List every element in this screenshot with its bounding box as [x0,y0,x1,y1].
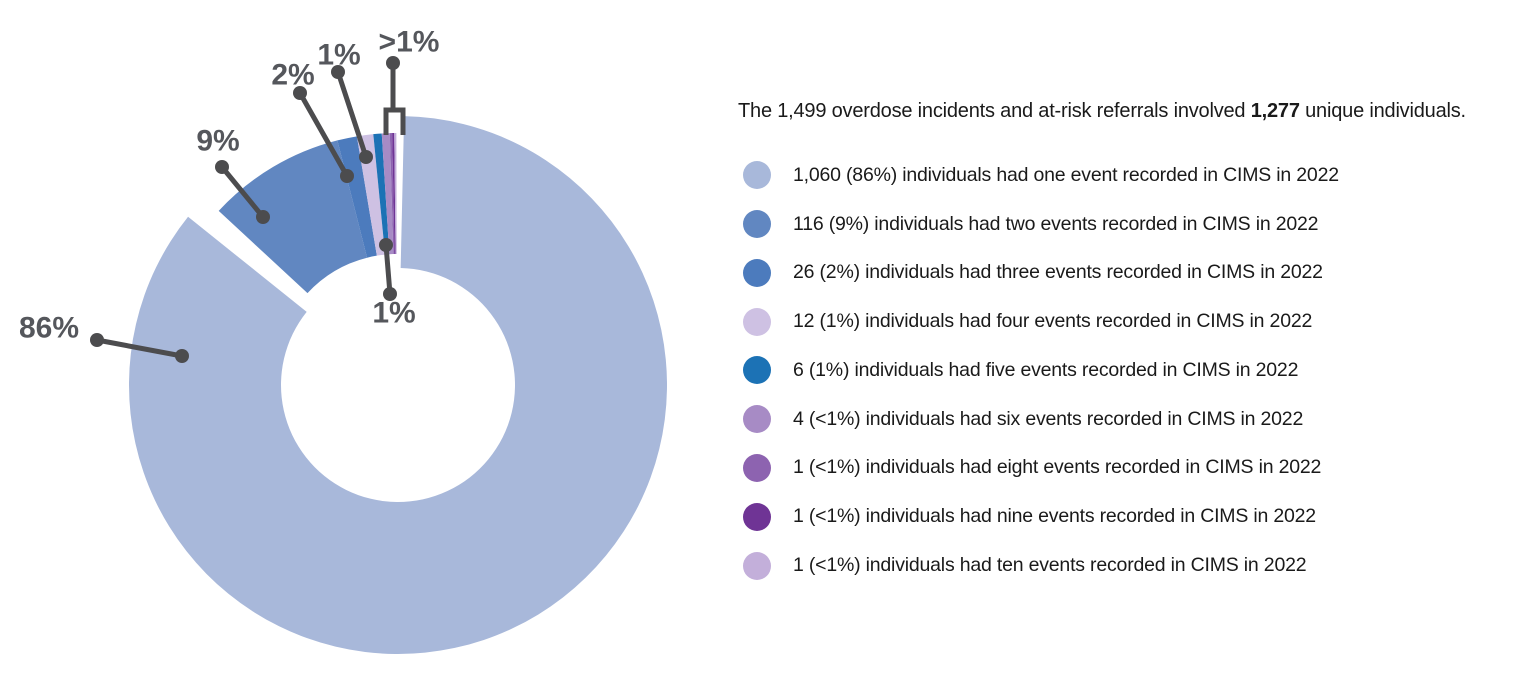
legend-dot-four-events [743,307,771,336]
pie-slice-three-events [337,136,377,258]
leader-dot [331,65,345,79]
leader-bracket [383,107,406,135]
legend-dot-three-events [743,258,771,287]
caption-prefix: The 1,499 overdose incidents and at-risk… [738,100,1251,122]
legend-label-ten-events: 1 (<1%) individuals had ten events recor… [793,554,1307,576]
legend-item-eight-events: 1 (<1%) individuals had eight events rec… [743,444,1503,493]
pie-slice-five-events [373,133,390,255]
legend-dot-six-events [743,405,771,434]
pie-slice-nine-events [392,133,396,255]
pie-slice-four-events [356,134,386,256]
legend-dot-two-events [743,210,771,239]
legend-dot-one-event [743,161,771,190]
legend-label-four-events: 12 (1%) individuals had four events reco… [793,310,1313,333]
callout-label: 86% [19,312,79,345]
callout-9pct: 9% [196,125,270,224]
caption-total-bold: 1,277 [1250,100,1300,122]
leader-dot [256,210,270,224]
legend-label-nine-events: 1 (<1%) individuals had nine events reco… [793,505,1316,528]
legend-item-nine-events: 1 (<1%) individuals had nine events reco… [743,492,1503,541]
legend-label-two-events: 116 (9%) individuals had two events reco… [793,212,1319,235]
leader-dot [293,86,307,100]
callout-label: >1% [379,26,440,59]
legend-label-one-event: 1,060 (86%) individuals had one event re… [793,163,1339,186]
leader-dot [340,169,354,183]
leader-line [94,337,185,359]
legend-item-five-events: 6 (1%) individuals had five events recor… [743,346,1503,395]
pie-slice-eight-events [389,133,395,255]
leader-dot [359,150,373,164]
callout-1pct-five: 1% [372,238,416,330]
pie-slice-two-events [218,140,368,294]
leader-line [297,90,350,179]
leader-dot [90,333,104,347]
leader-dot [215,160,229,174]
callout-label: 2% [271,59,314,92]
legend-label-eight-events: 1 (<1%) individuals had eight events rec… [793,456,1322,479]
leader-line [219,164,266,220]
legend-label-six-events: 4 (<1%) individuals had six events recor… [793,407,1304,430]
callout-label: 1% [317,39,360,72]
legend-item-six-events: 4 (<1%) individuals had six events recor… [743,395,1503,444]
leader-dot [379,238,393,252]
legend-dot-five-events [743,356,771,385]
legend-item-four-events: 12 (1%) individuals had four events reco… [743,297,1503,346]
legend-dot-eight-events [743,453,771,482]
legend-dot-nine-events [743,502,771,531]
callout-label: 9% [196,125,239,158]
legend-dot-ten-events [743,551,771,580]
donut-chart: 86%9%2%1% >1%1% [19,26,667,655]
legend-label-three-events: 26 (2%) individuals had three events rec… [793,261,1323,284]
legend-item-two-events: 116 (9%) individuals had two events reco… [743,200,1503,249]
callout-86pct: 86% [19,312,189,363]
leader-dot [383,287,397,301]
legend-label-five-events: 6 (1%) individuals had five events recor… [793,358,1299,381]
callout-1pct-four: 1% [317,39,373,164]
legend-item-three-events: 26 (2%) individuals had three events rec… [743,249,1503,298]
caption-suffix: unique individuals. [1299,100,1466,122]
figure-caption: The 1,499 overdose incidents and at-risk… [738,100,1517,123]
callout-lt1pct: >1% [379,26,440,135]
legend-item-ten-events: 1 (<1%) individuals had ten events recor… [743,541,1503,590]
leader-line [335,69,369,160]
legend-item-one-event: 1,060 (86%) individuals had one event re… [743,151,1503,200]
leader-dot [175,349,189,363]
legend: 1,060 (86%) individuals had one event re… [743,151,1503,590]
leader-line [383,242,393,297]
callout-label: 1% [372,297,415,330]
pie-slice-ten-events [394,133,397,255]
callout-2pct: 2% [271,59,354,183]
pie-slice-six-events [381,133,394,255]
pie-slice-one-event [128,116,667,655]
